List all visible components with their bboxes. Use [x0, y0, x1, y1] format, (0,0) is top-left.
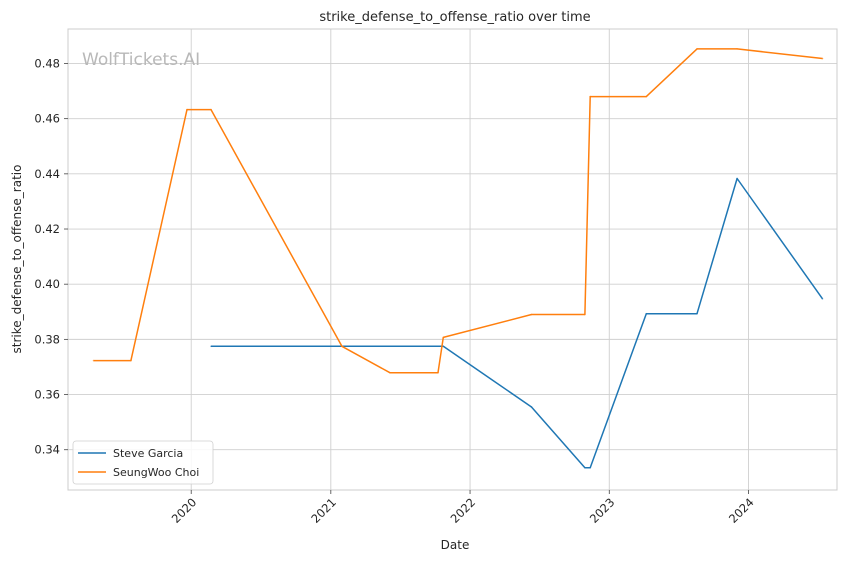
x-tick-label: 2023: [587, 495, 618, 526]
data-point: [341, 345, 343, 348]
data-point: [821, 298, 824, 300]
plot-frame: [67, 28, 838, 491]
data-point: [589, 95, 592, 98]
series-steve-garcia: [210, 177, 824, 469]
series-seungwoo-choi: [92, 48, 824, 374]
y-axis-ticks: 0.34 0.36 0.38 0.40 0.42 0.44 0.46 0.48: [34, 56, 68, 457]
data-point: [584, 313, 586, 316]
grid: [68, 29, 837, 490]
x-axis-ticks: 2020 2021 2022 2023 2024: [169, 490, 757, 526]
data-point: [210, 108, 212, 111]
data-point: [696, 312, 698, 315]
x-tick-label: 2024: [726, 495, 757, 526]
y-tick-label: 0.38: [34, 332, 60, 346]
data-point: [442, 345, 445, 348]
data-point: [210, 345, 212, 348]
y-tick-label: 0.44: [34, 167, 60, 181]
data-point: [437, 371, 439, 374]
legend-box: [72, 440, 214, 485]
data-point: [530, 313, 533, 316]
data-point: [736, 48, 738, 50]
y-tick-label: 0.46: [34, 112, 60, 126]
data-point: [645, 312, 648, 315]
y-tick-label: 0.40: [34, 277, 60, 291]
data-point: [186, 108, 188, 111]
series-line: [93, 48, 823, 374]
y-tick-label: 0.48: [34, 56, 60, 70]
series-line: [211, 177, 824, 469]
data-point: [589, 466, 592, 469]
y-tick-label: 0.42: [34, 222, 60, 236]
legend: Steve Garcia SeungWoo Choi: [72, 440, 214, 485]
y-tick-label: 0.36: [34, 388, 60, 402]
data-point: [821, 57, 824, 60]
data-point: [130, 359, 132, 362]
legend-label: SeungWoo Choi: [113, 466, 199, 479]
x-tick-label: 2021: [308, 495, 339, 526]
legend-label: Steve Garcia: [113, 447, 183, 460]
watermark: WolfTickets.AI: [82, 50, 200, 70]
data-point: [736, 177, 738, 180]
data-point: [645, 95, 648, 98]
data-point: [442, 336, 445, 339]
x-tick-label: 2022: [448, 495, 479, 526]
data-point: [389, 371, 391, 374]
y-tick-label: 0.34: [34, 443, 60, 457]
data-point: [530, 406, 533, 408]
x-axis-label: Date: [441, 538, 470, 552]
x-tick-label: 2020: [169, 495, 200, 526]
y-axis-label: strike_defense_to_offense_ratio: [10, 165, 24, 354]
data-point: [696, 48, 698, 50]
series-lines: [92, 48, 824, 469]
data-point: [92, 359, 95, 362]
data-point: [584, 466, 586, 469]
chart-title: strike_defense_to_offense_ratio over tim…: [319, 10, 590, 25]
